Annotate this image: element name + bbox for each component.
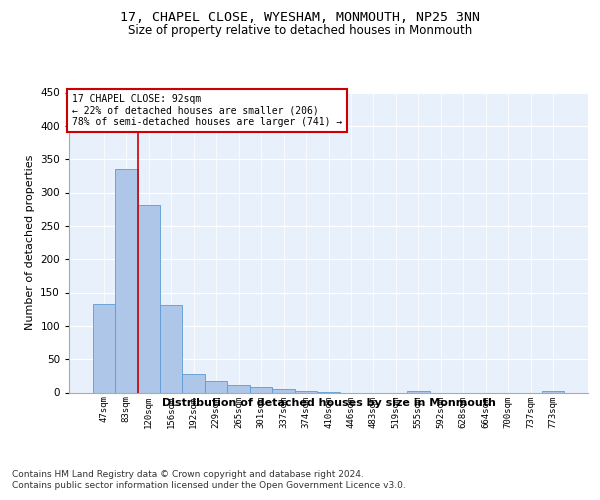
Text: Distribution of detached houses by size in Monmouth: Distribution of detached houses by size … <box>162 398 496 407</box>
Bar <box>160 305 182 392</box>
Bar <box>205 381 227 392</box>
Bar <box>227 384 250 392</box>
Bar <box>137 205 160 392</box>
Bar <box>542 391 565 392</box>
Bar <box>295 390 317 392</box>
Text: Contains HM Land Registry data © Crown copyright and database right 2024.: Contains HM Land Registry data © Crown c… <box>12 470 364 479</box>
Bar <box>182 374 205 392</box>
Y-axis label: Number of detached properties: Number of detached properties <box>25 155 35 330</box>
Text: Size of property relative to detached houses in Monmouth: Size of property relative to detached ho… <box>128 24 472 37</box>
Bar <box>250 387 272 392</box>
Bar <box>115 169 137 392</box>
Bar <box>272 389 295 392</box>
Text: 17, CHAPEL CLOSE, WYESHAM, MONMOUTH, NP25 3NN: 17, CHAPEL CLOSE, WYESHAM, MONMOUTH, NP2… <box>120 11 480 24</box>
Bar <box>92 304 115 392</box>
Bar <box>407 390 430 392</box>
Text: Contains public sector information licensed under the Open Government Licence v3: Contains public sector information licen… <box>12 481 406 490</box>
Text: 17 CHAPEL CLOSE: 92sqm
← 22% of detached houses are smaller (206)
78% of semi-de: 17 CHAPEL CLOSE: 92sqm ← 22% of detached… <box>71 94 342 127</box>
